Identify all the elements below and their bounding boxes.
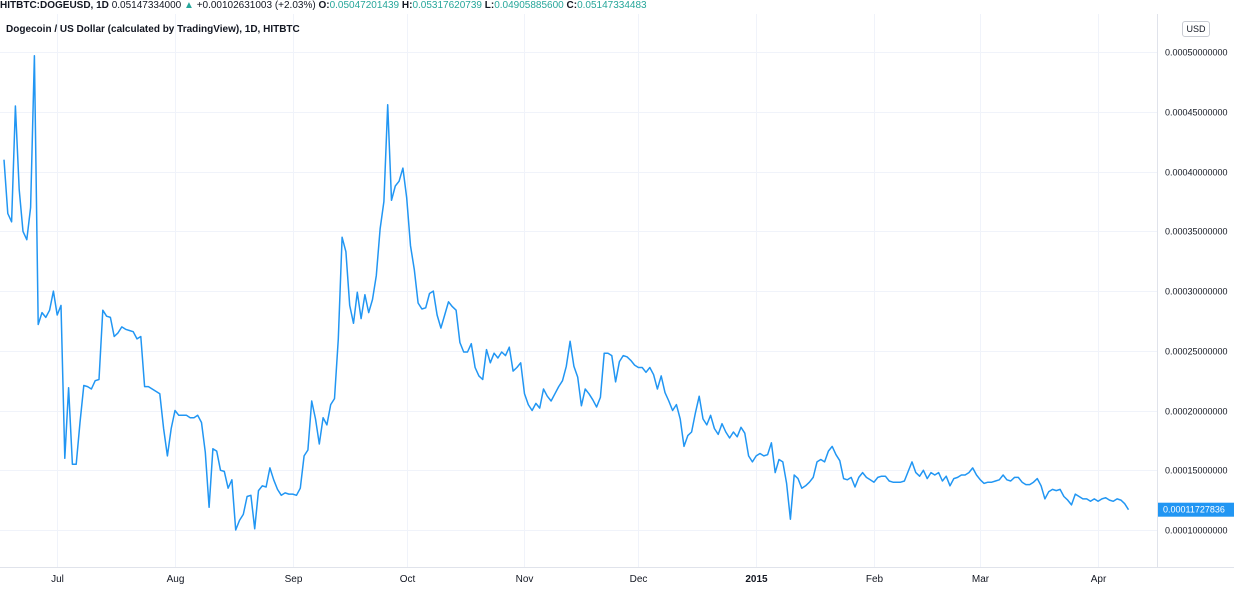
price-line (3, 55, 1130, 531)
x-tick-label: Feb (866, 574, 884, 585)
price-chart[interactable]: 0.00010000000 0.00015000000 0.00020000000 0… (0, 14, 1234, 591)
y-tick-label: 0.00050000000 (1165, 48, 1228, 58)
y-tick-label: 0.00010000000 (1165, 526, 1228, 536)
low-value: 0.04905885600 (494, 0, 564, 11)
y-tick-label: 0.00040000000 (1165, 168, 1228, 178)
series-layer (3, 55, 1130, 531)
x-tick-label: Sep (285, 574, 303, 585)
x-tick-label: Dec (630, 574, 648, 585)
x-tick-label: Nov (516, 574, 534, 585)
last-price-marker: 0.00011727836 (1158, 502, 1234, 517)
chart-title: Dogecoin / US Dollar (calculated by Trad… (6, 24, 300, 35)
currency-button[interactable]: USD (1182, 21, 1210, 37)
open-value: 0.05047201439 (329, 0, 400, 11)
y-tick-label: 0.00045000000 (1165, 108, 1228, 118)
x-tick-label: Oct (400, 574, 416, 585)
y-tick-label: 0.00020000000 (1165, 407, 1228, 417)
x-tick-label: Mar (972, 574, 990, 585)
price-axis[interactable]: 0.00010000000 0.00015000000 0.00020000000 0… (1165, 48, 1228, 536)
time-axis[interactable]: Jul Aug Sep Oct Nov Dec 2015 Feb Mar Apr (51, 574, 1107, 585)
x-tick-label: Apr (1091, 574, 1107, 585)
y-tick-label: 0.00035000000 (1165, 227, 1228, 237)
symbol-label: HITBTC:DOGEUSD, 1D (0, 0, 109, 11)
x-tick-label: 2015 (745, 574, 768, 585)
x-tick-label: Aug (167, 574, 185, 585)
high-label: H: (401, 0, 413, 11)
ticker-bar: HITBTC:DOGEUSD, 1D 0.05147334000 ▲ +0.00… (0, 0, 1234, 14)
x-tick-label: Jul (51, 574, 64, 585)
y-tick-label: 0.00025000000 (1165, 347, 1228, 357)
close-value: 0.05147334483 (577, 0, 647, 11)
low-label: L: (484, 0, 495, 11)
chart-panel[interactable]: 0.00010000000 0.00015000000 0.00020000000 0… (0, 14, 1234, 591)
y-tick-label: 0.00015000000 (1165, 466, 1228, 476)
last-price-label: 0.00011727836 (1163, 505, 1225, 515)
price-value: 0.05147334000 (111, 0, 182, 11)
y-tick-label: 0.00030000000 (1165, 287, 1228, 297)
high-value: 0.05317620739 (412, 0, 482, 11)
grid-lines (0, 14, 1157, 567)
open-label: O: (318, 0, 330, 11)
close-label: C: (566, 0, 578, 11)
change-arrow-icon: ▲ (184, 0, 194, 11)
last-price-badge (1158, 502, 1234, 517)
change-value: +0.00102631003 (+2.03%) (196, 0, 316, 11)
